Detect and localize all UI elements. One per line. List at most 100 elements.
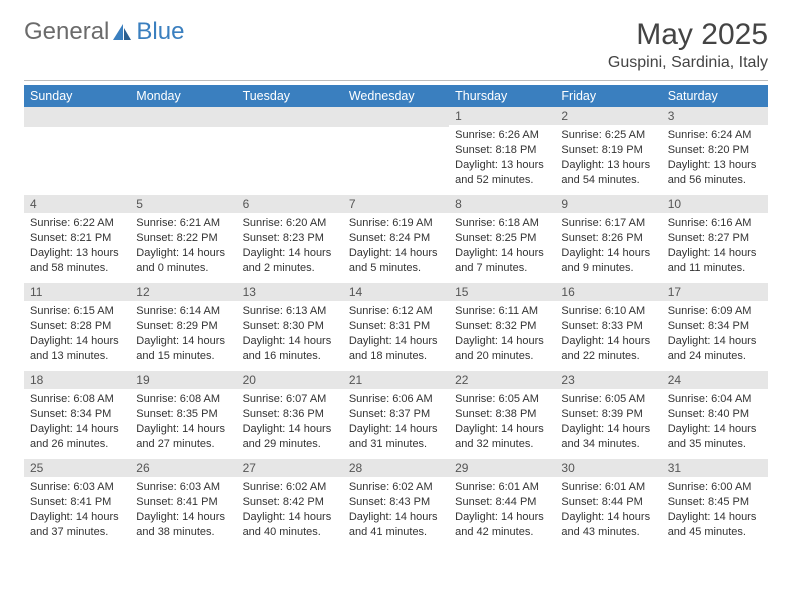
day-number: 8 [449, 195, 555, 213]
calendar-week-row: 25Sunrise: 6:03 AMSunset: 8:41 PMDayligh… [24, 459, 768, 547]
calendar-day-cell: 8Sunrise: 6:18 AMSunset: 8:25 PMDaylight… [449, 195, 555, 283]
weekday-header: Wednesday [343, 85, 449, 107]
day-number: 4 [24, 195, 130, 213]
day-number: 26 [130, 459, 236, 477]
day-number [130, 107, 236, 127]
logo-text-general: General [24, 18, 109, 46]
day-number: 5 [130, 195, 236, 213]
calendar-week-row: 18Sunrise: 6:08 AMSunset: 8:34 PMDayligh… [24, 371, 768, 459]
day-details: Sunrise: 6:26 AMSunset: 8:18 PMDaylight:… [449, 125, 555, 191]
day-details: Sunrise: 6:12 AMSunset: 8:31 PMDaylight:… [343, 301, 449, 367]
calendar-day-cell: 3Sunrise: 6:24 AMSunset: 8:20 PMDaylight… [662, 107, 768, 195]
day-details: Sunrise: 6:19 AMSunset: 8:24 PMDaylight:… [343, 213, 449, 279]
day-details: Sunrise: 6:17 AMSunset: 8:26 PMDaylight:… [555, 213, 661, 279]
day-details: Sunrise: 6:13 AMSunset: 8:30 PMDaylight:… [237, 301, 343, 367]
day-number: 13 [237, 283, 343, 301]
day-number: 22 [449, 371, 555, 389]
header-separator [24, 80, 768, 81]
calendar-day-cell: 25Sunrise: 6:03 AMSunset: 8:41 PMDayligh… [24, 459, 130, 547]
day-details: Sunrise: 6:21 AMSunset: 8:22 PMDaylight:… [130, 213, 236, 279]
day-number: 15 [449, 283, 555, 301]
day-number: 2 [555, 107, 661, 125]
day-details: Sunrise: 6:02 AMSunset: 8:43 PMDaylight:… [343, 477, 449, 543]
day-details: Sunrise: 6:08 AMSunset: 8:34 PMDaylight:… [24, 389, 130, 455]
calendar-day-cell [130, 107, 236, 195]
day-details: Sunrise: 6:07 AMSunset: 8:36 PMDaylight:… [237, 389, 343, 455]
calendar-week-row: 1Sunrise: 6:26 AMSunset: 8:18 PMDaylight… [24, 107, 768, 195]
weekday-header: Sunday [24, 85, 130, 107]
weekday-header: Saturday [662, 85, 768, 107]
day-details: Sunrise: 6:22 AMSunset: 8:21 PMDaylight:… [24, 213, 130, 279]
calendar-day-cell: 28Sunrise: 6:02 AMSunset: 8:43 PMDayligh… [343, 459, 449, 547]
calendar-day-cell: 31Sunrise: 6:00 AMSunset: 8:45 PMDayligh… [662, 459, 768, 547]
calendar-day-cell: 21Sunrise: 6:06 AMSunset: 8:37 PMDayligh… [343, 371, 449, 459]
day-number [343, 107, 449, 127]
day-number: 25 [24, 459, 130, 477]
calendar-day-cell: 23Sunrise: 6:05 AMSunset: 8:39 PMDayligh… [555, 371, 661, 459]
day-number: 6 [237, 195, 343, 213]
calendar-day-cell: 9Sunrise: 6:17 AMSunset: 8:26 PMDaylight… [555, 195, 661, 283]
weekday-header: Thursday [449, 85, 555, 107]
calendar-day-cell: 1Sunrise: 6:26 AMSunset: 8:18 PMDaylight… [449, 107, 555, 195]
day-number: 14 [343, 283, 449, 301]
day-number: 10 [662, 195, 768, 213]
day-details: Sunrise: 6:20 AMSunset: 8:23 PMDaylight:… [237, 213, 343, 279]
calendar-day-cell [24, 107, 130, 195]
calendar-day-cell: 19Sunrise: 6:08 AMSunset: 8:35 PMDayligh… [130, 371, 236, 459]
logo-text-blue: Blue [136, 18, 184, 46]
day-number: 18 [24, 371, 130, 389]
weekday-header: Monday [130, 85, 236, 107]
calendar-day-cell: 14Sunrise: 6:12 AMSunset: 8:31 PMDayligh… [343, 283, 449, 371]
location-label: Guspini, Sardinia, Italy [608, 54, 768, 72]
calendar-day-cell: 22Sunrise: 6:05 AMSunset: 8:38 PMDayligh… [449, 371, 555, 459]
day-details: Sunrise: 6:00 AMSunset: 8:45 PMDaylight:… [662, 477, 768, 543]
calendar-day-cell: 10Sunrise: 6:16 AMSunset: 8:27 PMDayligh… [662, 195, 768, 283]
calendar-week-row: 11Sunrise: 6:15 AMSunset: 8:28 PMDayligh… [24, 283, 768, 371]
day-details: Sunrise: 6:06 AMSunset: 8:37 PMDaylight:… [343, 389, 449, 455]
day-details: Sunrise: 6:16 AMSunset: 8:27 PMDaylight:… [662, 213, 768, 279]
day-number: 23 [555, 371, 661, 389]
day-number: 21 [343, 371, 449, 389]
calendar-day-cell: 26Sunrise: 6:03 AMSunset: 8:41 PMDayligh… [130, 459, 236, 547]
day-details: Sunrise: 6:25 AMSunset: 8:19 PMDaylight:… [555, 125, 661, 191]
calendar-day-cell: 30Sunrise: 6:01 AMSunset: 8:44 PMDayligh… [555, 459, 661, 547]
day-number: 24 [662, 371, 768, 389]
day-number: 16 [555, 283, 661, 301]
logo-sail-icon [111, 22, 133, 42]
day-details: Sunrise: 6:08 AMSunset: 8:35 PMDaylight:… [130, 389, 236, 455]
day-details: Sunrise: 6:11 AMSunset: 8:32 PMDaylight:… [449, 301, 555, 367]
day-number [24, 107, 130, 127]
day-number: 30 [555, 459, 661, 477]
month-title: May 2025 [608, 18, 768, 52]
day-number: 12 [130, 283, 236, 301]
calendar-day-cell: 15Sunrise: 6:11 AMSunset: 8:32 PMDayligh… [449, 283, 555, 371]
day-number: 29 [449, 459, 555, 477]
calendar-day-cell [343, 107, 449, 195]
day-number: 28 [343, 459, 449, 477]
calendar-day-cell: 17Sunrise: 6:09 AMSunset: 8:34 PMDayligh… [662, 283, 768, 371]
calendar-day-cell [237, 107, 343, 195]
calendar-day-cell: 5Sunrise: 6:21 AMSunset: 8:22 PMDaylight… [130, 195, 236, 283]
calendar-day-cell: 7Sunrise: 6:19 AMSunset: 8:24 PMDaylight… [343, 195, 449, 283]
day-number: 31 [662, 459, 768, 477]
day-details: Sunrise: 6:14 AMSunset: 8:29 PMDaylight:… [130, 301, 236, 367]
calendar-day-cell: 20Sunrise: 6:07 AMSunset: 8:36 PMDayligh… [237, 371, 343, 459]
logo: General Blue [24, 18, 184, 46]
day-number [237, 107, 343, 127]
calendar-day-cell: 6Sunrise: 6:20 AMSunset: 8:23 PMDaylight… [237, 195, 343, 283]
day-number: 11 [24, 283, 130, 301]
calendar-day-cell: 13Sunrise: 6:13 AMSunset: 8:30 PMDayligh… [237, 283, 343, 371]
day-details: Sunrise: 6:05 AMSunset: 8:39 PMDaylight:… [555, 389, 661, 455]
day-details: Sunrise: 6:03 AMSunset: 8:41 PMDaylight:… [24, 477, 130, 543]
calendar-day-cell: 27Sunrise: 6:02 AMSunset: 8:42 PMDayligh… [237, 459, 343, 547]
day-details: Sunrise: 6:02 AMSunset: 8:42 PMDaylight:… [237, 477, 343, 543]
calendar-day-cell: 4Sunrise: 6:22 AMSunset: 8:21 PMDaylight… [24, 195, 130, 283]
calendar-day-cell: 2Sunrise: 6:25 AMSunset: 8:19 PMDaylight… [555, 107, 661, 195]
calendar-day-cell: 11Sunrise: 6:15 AMSunset: 8:28 PMDayligh… [24, 283, 130, 371]
day-details: Sunrise: 6:01 AMSunset: 8:44 PMDaylight:… [449, 477, 555, 543]
day-number: 9 [555, 195, 661, 213]
calendar-day-cell: 12Sunrise: 6:14 AMSunset: 8:29 PMDayligh… [130, 283, 236, 371]
day-number: 7 [343, 195, 449, 213]
day-details: Sunrise: 6:15 AMSunset: 8:28 PMDaylight:… [24, 301, 130, 367]
calendar-week-row: 4Sunrise: 6:22 AMSunset: 8:21 PMDaylight… [24, 195, 768, 283]
